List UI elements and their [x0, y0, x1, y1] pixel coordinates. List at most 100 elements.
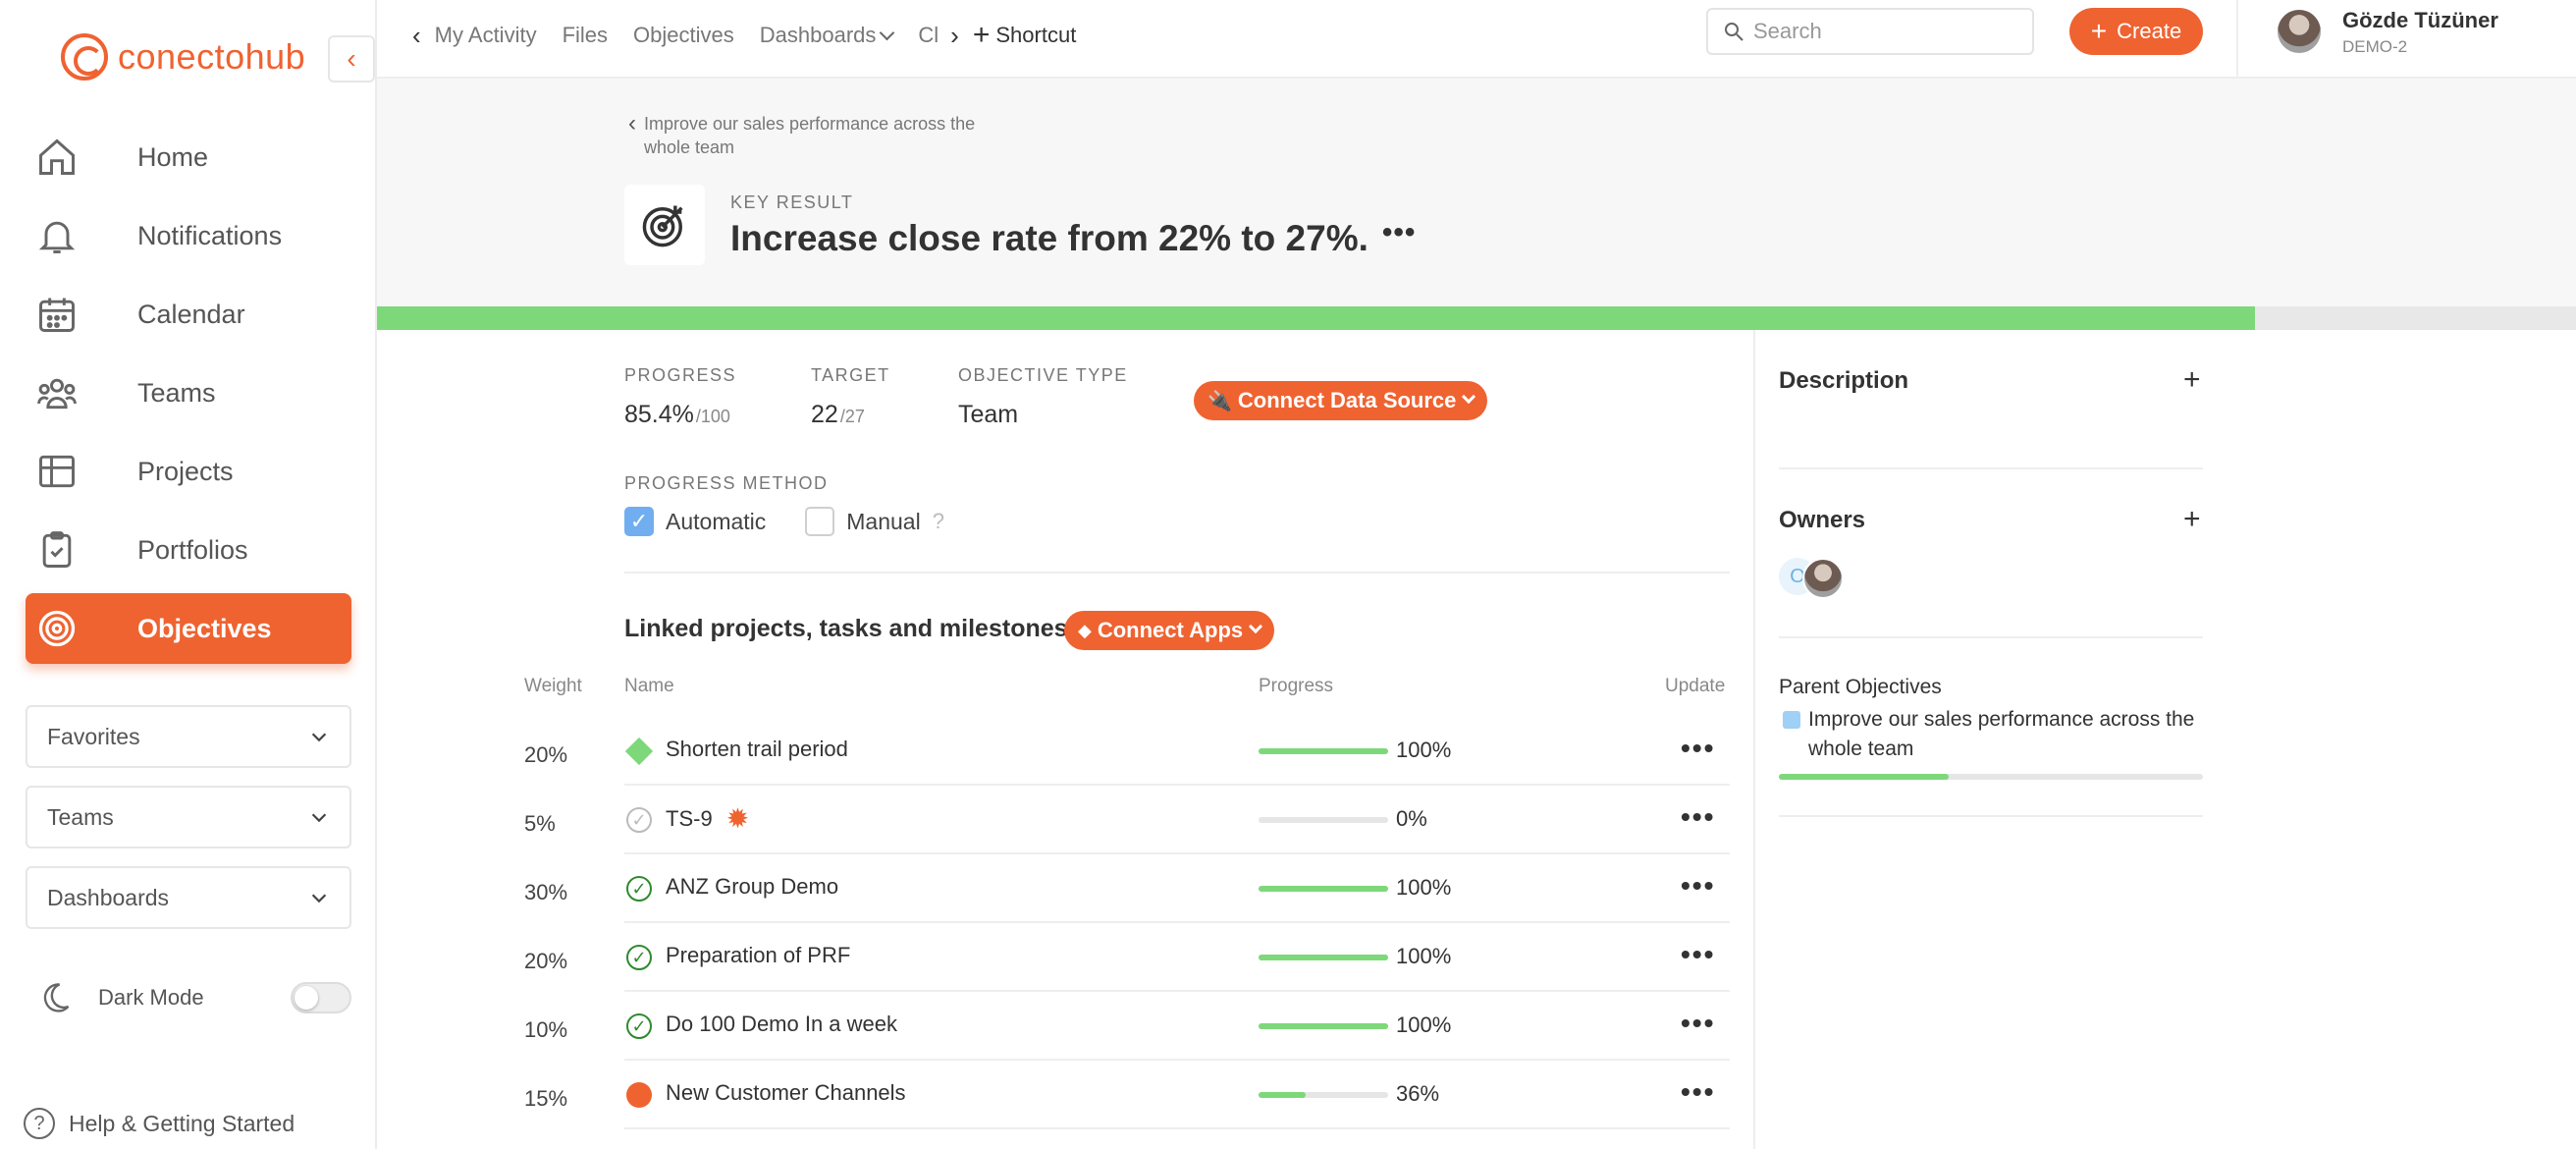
check-circle-icon: ✓ — [624, 874, 654, 903]
user-menu[interactable]: Gözde Tüzüner DEMO-2 — [2236, 0, 2576, 79]
table-row[interactable]: 20% ✓ Preparation of PRF 100% ••• — [524, 923, 1730, 992]
chevron-down-icon — [1249, 619, 1263, 634]
crumb-my-activity[interactable]: My Activity — [434, 23, 537, 47]
column-header-progress: Progress — [1259, 676, 1334, 696]
row-more-options-icon[interactable]: ••• — [1681, 733, 1716, 763]
row-more-options-icon[interactable]: ••• — [1681, 1076, 1716, 1107]
key-result-label: KEY RESULT — [730, 192, 854, 212]
back-arrow-icon[interactable]: ‹ — [412, 20, 421, 50]
integration-badge-icon: ✹ — [725, 803, 750, 834]
row-progress-bar — [1259, 748, 1388, 754]
sidebar-item-projects[interactable]: Projects — [26, 436, 351, 507]
help-link[interactable]: ? Help & Getting Started — [24, 1108, 295, 1139]
bell-icon — [35, 214, 79, 257]
sidebar-item-calendar[interactable]: Calendar — [26, 279, 351, 350]
table-row[interactable]: 20% Shorten trail period 100% ••• — [524, 717, 1730, 786]
column-header-update: Update — [1665, 676, 1726, 696]
row-name[interactable]: TS-9 ✹ — [666, 805, 749, 833]
sidebar-item-portfolios[interactable]: Portfolios — [26, 515, 351, 585]
row-weight[interactable]: 5% — [524, 811, 556, 836]
row-progress-text: 100% — [1396, 738, 1452, 762]
sidebar-item-objectives[interactable]: Objectives — [26, 593, 351, 664]
parent-objectives-label: Parent Objectives — [1779, 676, 1942, 698]
row-name[interactable]: Preparation of PRF — [666, 943, 850, 968]
table-row[interactable]: 30% ✓ ANZ Group Demo 100% ••• — [524, 854, 1730, 923]
progress-value: 85.4%/100 — [624, 401, 730, 429]
row-name[interactable]: ANZ Group Demo — [666, 874, 838, 900]
sidebar-item-notifications[interactable]: Notifications — [26, 200, 351, 271]
forward-arrow-icon[interactable]: › — [950, 20, 959, 50]
row-more-options-icon[interactable]: ••• — [1681, 801, 1716, 832]
shortcut-button[interactable]: + Shortcut — [973, 21, 1076, 50]
sidebar-item-teams[interactable]: Teams — [26, 357, 351, 428]
parent-objective-progress-fill — [1779, 774, 1949, 780]
row-more-options-icon[interactable]: ••• — [1681, 1008, 1716, 1038]
row-progress-bar — [1259, 1023, 1388, 1029]
objective-type-label: OBJECTIVE TYPE — [958, 365, 1128, 385]
row-divider — [624, 990, 1730, 992]
logo[interactable]: conectohub — [61, 33, 305, 81]
connect-data-source-label: Connect Data Source — [1237, 388, 1457, 412]
logo-text: conectohub — [118, 36, 306, 77]
manual-label: Manual — [846, 508, 921, 534]
automatic-checkbox[interactable]: ✓ — [624, 507, 654, 536]
progress-method-label: PROGRESS METHOD — [624, 473, 829, 493]
avatar[interactable] — [1802, 558, 1844, 599]
sidebar-item-home[interactable]: Home — [26, 122, 351, 192]
divider — [1779, 467, 2203, 469]
progress-label: PROGRESS — [624, 365, 737, 385]
search-input[interactable] — [1753, 19, 2018, 44]
chevron-down-icon — [311, 813, 327, 823]
sidebar: conectohub ‹ Home Notifications Calendar… — [0, 0, 377, 1149]
row-divider — [624, 1059, 1730, 1061]
more-options-icon[interactable]: ••• — [1381, 216, 1417, 248]
row-weight[interactable]: 15% — [524, 1086, 568, 1111]
teams-dropdown[interactable]: Teams — [26, 786, 351, 848]
dashboards-dropdown[interactable]: Dashboards — [26, 866, 351, 929]
row-progress-fill — [1259, 1092, 1306, 1098]
row-weight[interactable]: 20% — [524, 742, 568, 767]
connect-apps-button[interactable]: ◆ Connect Apps — [1064, 611, 1275, 650]
dark-mode-toggle[interactable] — [291, 982, 351, 1013]
row-name-text: New Customer Channels — [666, 1080, 906, 1105]
manual-checkbox[interactable] — [805, 507, 835, 536]
row-name-text: ANZ Group Demo — [666, 874, 839, 899]
progress-max: /100 — [695, 407, 730, 426]
row-name[interactable]: New Customer Channels — [666, 1080, 906, 1106]
row-weight[interactable]: 30% — [524, 880, 568, 904]
row-name[interactable]: Do 100 Demo In a week — [666, 1012, 897, 1037]
add-description-icon[interactable]: + — [2183, 363, 2201, 396]
add-owner-icon[interactable]: + — [2183, 503, 2201, 535]
crumb-files[interactable]: Files — [562, 23, 609, 47]
row-name[interactable]: Shorten trail period — [666, 737, 848, 762]
parent-objective-link[interactable]: Improve our sales performance across the… — [628, 112, 1021, 159]
dropdown-label: Teams — [47, 803, 114, 830]
search-box[interactable] — [1706, 8, 2034, 55]
connect-data-source-button[interactable]: 🔌 Connect Data Source — [1194, 381, 1488, 420]
column-header-name: Name — [624, 676, 674, 696]
row-progress-fill — [1259, 886, 1388, 892]
row-weight[interactable]: 10% — [524, 1017, 568, 1042]
favorites-dropdown[interactable]: Favorites — [26, 705, 351, 768]
collapse-sidebar-button[interactable]: ‹ — [328, 35, 375, 82]
chevron-down-icon — [1462, 389, 1476, 405]
table-row[interactable]: 15% New Customer Channels 36% ••• — [524, 1061, 1730, 1129]
row-more-options-icon[interactable]: ••• — [1681, 939, 1716, 969]
row-weight[interactable]: 20% — [524, 949, 568, 973]
shortcut-label: Shortcut — [995, 23, 1077, 47]
crumb-cl[interactable]: Cl — [918, 23, 939, 47]
dark-mode-label: Dark Mode — [98, 985, 204, 1010]
target-value[interactable]: 22/27 — [811, 401, 865, 429]
create-button[interactable]: + Create — [2069, 8, 2203, 55]
crumb-dashboards[interactable]: Dashboards — [760, 23, 893, 48]
description-label: Description — [1779, 367, 1909, 394]
table-row[interactable]: 5% ✓ TS-9 ✹ 0% ••• — [524, 786, 1730, 854]
create-label: Create — [2117, 19, 2182, 43]
divider — [1779, 636, 2203, 638]
crumb-objectives[interactable]: Objectives — [633, 23, 734, 47]
row-progress-text: 0% — [1396, 806, 1427, 831]
parent-objective-item[interactable]: Improve our sales performance across the… — [1779, 705, 2201, 764]
table-row[interactable]: 10% ✓ Do 100 Demo In a week 100% ••• — [524, 992, 1730, 1061]
help-icon[interactable]: ? — [932, 509, 944, 533]
row-more-options-icon[interactable]: ••• — [1681, 870, 1716, 901]
